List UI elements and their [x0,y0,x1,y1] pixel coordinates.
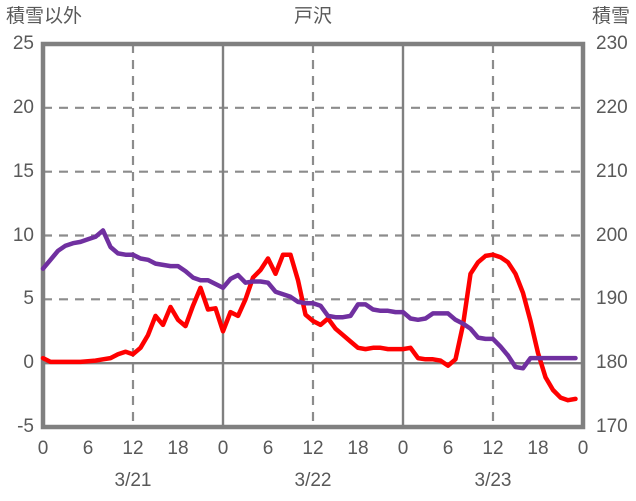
x-axis-hour-tick: 18 [347,438,369,459]
x-axis-hour-tick: 0 [397,438,409,459]
left-axis-title: 積雪以外 [6,6,83,27]
x-axis-hour-tick: 12 [302,438,324,459]
plot-border [40,41,586,430]
x-axis-hour-tick: 0 [217,438,229,459]
right-axis-tick: 180 [596,352,628,374]
right-axis-tick: 230 [596,33,628,54]
x-axis-hour-tick: 6 [82,438,94,459]
x-axis-hour-tick: 18 [167,438,189,459]
series-snow-line [40,228,578,371]
left-axis-tick: -5 [17,416,34,437]
x-axis-hour-tick: 12 [122,438,144,459]
x-axis-hour-tick: 6 [262,438,274,459]
right-axis-tick: 190 [596,288,628,310]
right-axis-title: 積雪 [591,6,630,27]
x-axis-date-label: 3/23 [474,470,512,491]
right-axis-tick: 170 [596,416,628,437]
x-axis-hour-tick: 0 [37,438,49,459]
x-axis-hour-tick: 18 [527,438,549,459]
x-axis-hour-tick: 12 [482,438,504,459]
right-axis-tick: 220 [596,96,628,118]
x-axis-date-label: 3/22 [294,470,332,491]
x-axis-date-label: 3/21 [114,470,152,491]
series-other-line [40,252,578,403]
left-axis-tick: 5 [23,288,34,310]
left-axis-tick: 25 [12,33,34,54]
left-axis-tick: 20 [12,96,34,118]
right-axis-tick: 200 [596,224,628,246]
left-axis-tick: 10 [12,224,34,246]
right-axis-tick: 210 [596,160,628,182]
left-axis-tick: 0 [23,352,34,374]
chart-title: 戸沢 [293,6,332,27]
x-axis-hour-tick: 6 [442,438,454,459]
left-axis-tick: 15 [12,160,34,182]
x-axis-hour-tick: 0 [577,438,589,459]
